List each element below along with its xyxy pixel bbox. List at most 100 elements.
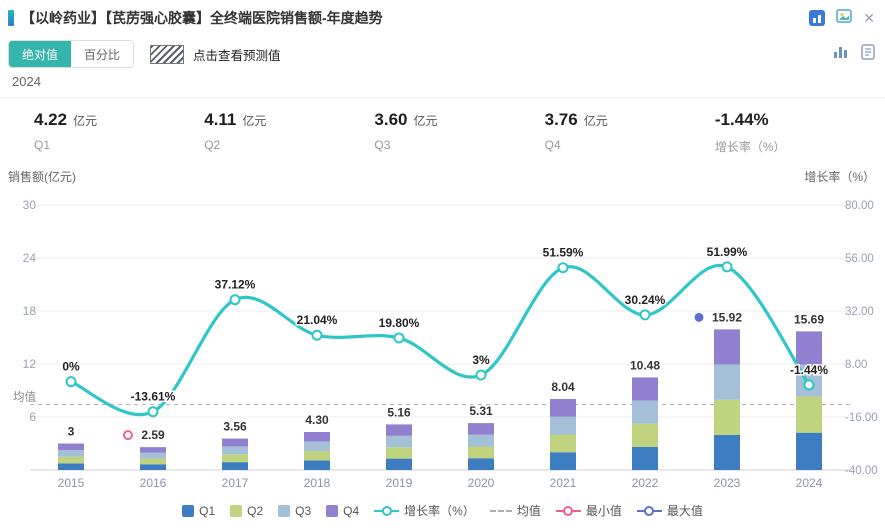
bar-segment-q4-2021[interactable] <box>550 398 576 417</box>
stat-growth-label: 增长率（%） <box>714 140 786 154</box>
legend-item-1[interactable]: Q1 <box>182 504 215 518</box>
bar-segment-q2-2016[interactable] <box>140 458 166 465</box>
bar-segment-q3-2019[interactable] <box>386 435 412 448</box>
growth-point-2015[interactable] <box>65 376 77 388</box>
bar-segment-q1-2023[interactable] <box>714 434 740 470</box>
growth-point-2017[interactable] <box>229 294 241 306</box>
x-axis-label-2019: 2019 <box>386 476 413 490</box>
bar-segment-q4-2020[interactable] <box>468 423 494 435</box>
bar-segment-q3-2021[interactable] <box>550 416 576 435</box>
legend-item-8[interactable]: 最大值 <box>636 502 703 519</box>
bar-segment-q2-2018[interactable] <box>304 450 330 461</box>
bar-total-label: 15.69 <box>794 312 824 326</box>
bar-segment-q2-2015[interactable] <box>58 456 84 464</box>
legend-line-circle-icon <box>636 505 662 516</box>
bar-segment-q1-2015[interactable] <box>58 463 84 470</box>
bar-segment-q4-2023[interactable] <box>714 329 740 365</box>
bar-segment-q2-2017[interactable] <box>222 454 248 463</box>
growth-rate-label: 30.24% <box>625 293 666 307</box>
right-axis-tick: 8.00 <box>845 359 867 371</box>
growth-point-2023[interactable] <box>721 261 733 273</box>
left-axis-tick: 30 <box>23 198 37 212</box>
legend-item-4[interactable]: Q4 <box>326 504 359 518</box>
bar-segment-q3-2020[interactable] <box>468 434 494 447</box>
growth-point-2020[interactable] <box>475 369 487 381</box>
bar-segment-q4-2019[interactable] <box>386 424 412 436</box>
legend-swatch-icon <box>326 504 339 517</box>
legend-item-2[interactable]: Q2 <box>230 504 263 518</box>
legend-item-5[interactable]: 增长率（%） <box>374 502 475 519</box>
bar-segment-q2-2022[interactable] <box>632 423 658 447</box>
legend-label: 均值 <box>516 504 541 518</box>
bar-segment-q4-2022[interactable] <box>632 377 658 401</box>
forecast-hint-label[interactable]: 点击查看预测值 <box>193 48 281 63</box>
x-axis-label-2017: 2017 <box>222 476 249 490</box>
right-axis-tick: -16.00 <box>845 412 878 424</box>
bar-segment-q3-2018[interactable] <box>304 441 330 451</box>
bar-segment-q4-2017[interactable] <box>222 438 248 447</box>
stat-q1: 4.22 亿元 Q1 <box>34 110 204 157</box>
legend-item-7[interactable]: 最小值 <box>555 502 622 519</box>
bar-segment-q1-2021[interactable] <box>550 452 576 470</box>
legend-line-circle-icon <box>555 505 581 516</box>
image-icon[interactable] <box>836 8 853 29</box>
bar-segment-q4-2015[interactable] <box>58 443 84 451</box>
legend-item-6[interactable]: 均值 <box>489 502 541 519</box>
bar-segment-q1-2017[interactable] <box>222 462 248 470</box>
bar-segment-q1-2018[interactable] <box>304 460 330 470</box>
bar-segment-q2-2024[interactable] <box>796 396 822 433</box>
percentage-button[interactable]: 百分比 <box>71 41 134 67</box>
bar-segment-q4-2018[interactable] <box>304 432 330 442</box>
bar-chart-icon[interactable] <box>832 44 848 65</box>
x-axis-label-2022: 2022 <box>632 476 659 490</box>
value-mode-toggle: 绝对值 百分比 <box>8 40 135 68</box>
bar-segment-q3-2023[interactable] <box>714 364 740 400</box>
growth-point-2022[interactable] <box>639 309 651 321</box>
bar-segment-q4-2016[interactable] <box>140 447 166 453</box>
bar-segment-q1-2020[interactable] <box>468 458 494 470</box>
forecast-pattern-swatch[interactable] <box>150 44 185 64</box>
growth-rate-label: 3% <box>472 353 490 367</box>
bar-segment-q1-2024[interactable] <box>796 432 822 470</box>
bar-segment-q2-2023[interactable] <box>714 399 740 435</box>
report-icon[interactable] <box>861 43 875 65</box>
titlebar: 【以岭药业】【芪苈强心胶囊】全终端医院销售额-年度趋势 ✕ <box>8 6 875 30</box>
bar-segment-q1-2022[interactable] <box>632 446 658 470</box>
legend-swatch-icon <box>230 504 243 517</box>
growth-point-2018[interactable] <box>311 329 323 341</box>
legend-label: Q2 <box>247 503 264 518</box>
bar-segment-q3-2016[interactable] <box>140 452 166 459</box>
bar-total-label: 5.31 <box>469 404 493 418</box>
export-icon[interactable] <box>809 10 826 26</box>
growth-point-2016[interactable] <box>147 406 159 418</box>
bar-segment-q3-2022[interactable] <box>632 400 658 424</box>
mean-line-label: 均值 <box>13 391 36 404</box>
legend-line-circle-icon <box>374 505 400 516</box>
right-axis-tick: 56.00 <box>845 253 874 265</box>
right-axis-tick: 80.00 <box>845 200 874 212</box>
bar-segment-q2-2020[interactable] <box>468 446 494 459</box>
bar-segment-q3-2024[interactable] <box>796 364 822 397</box>
bar-segment-q2-2019[interactable] <box>386 447 412 459</box>
bar-segment-q3-2017[interactable] <box>222 446 248 455</box>
legend-label: 最小值 <box>585 504 622 518</box>
growth-point-2021[interactable] <box>557 262 569 274</box>
year-label: 2024 <box>12 74 41 89</box>
growth-rate-line[interactable] <box>69 263 811 417</box>
growth-point-2024[interactable] <box>803 379 815 391</box>
x-axis-label-2021: 2021 <box>550 476 577 490</box>
bar-segment-q1-2016[interactable] <box>140 464 166 470</box>
stat-q4-value: 3.76 <box>544 110 578 129</box>
min-value-marker[interactable] <box>123 430 133 441</box>
bar-segment-q4-2024[interactable] <box>796 331 822 365</box>
bar-segment-q2-2021[interactable] <box>550 434 576 453</box>
legend-label: 增长率（%） <box>404 504 475 518</box>
bar-segment-q3-2015[interactable] <box>58 450 84 457</box>
absolute-value-button[interactable]: 绝对值 <box>9 41 72 67</box>
close-icon[interactable]: ✕ <box>863 10 875 26</box>
legend-item-3[interactable]: Q3 <box>278 504 311 518</box>
max-value-marker[interactable] <box>694 312 704 322</box>
growth-point-2019[interactable] <box>393 332 405 344</box>
bar-segment-q1-2019[interactable] <box>386 458 412 470</box>
